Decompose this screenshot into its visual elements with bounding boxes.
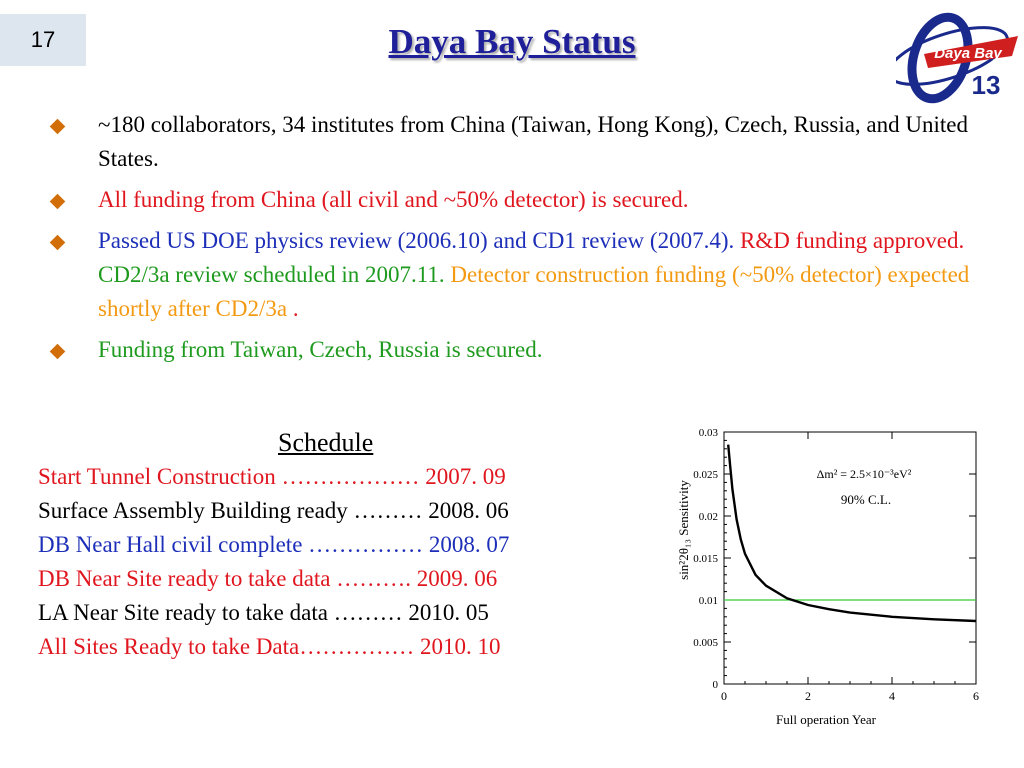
- y-tick-label: 0.03: [699, 427, 719, 439]
- logo-subscript: 13: [972, 70, 1001, 100]
- y-tick-label: 0: [713, 679, 719, 691]
- diamond-bullet-icon: [49, 193, 66, 210]
- slide-title: Daya Bay Status: [388, 22, 636, 61]
- daya-bay-logo: Daya Bay 13: [896, 12, 1018, 104]
- schedule-row: DB Near Hall civil complete …………… 2008. …: [38, 532, 510, 557]
- y-tick-label: 0.01: [699, 595, 718, 607]
- schedule-row: DB Near Site ready to take data ………. 200…: [38, 566, 498, 591]
- x-tick-label: 6: [973, 689, 979, 703]
- bullet-text: Detector construction funding (~50% dete…: [98, 262, 970, 321]
- schedule-row: All Sites Ready to take Data…………… 2010. …: [38, 634, 501, 659]
- bullet-item: All funding from China (all civil and ~5…: [46, 183, 986, 217]
- annotation-cl: 90% C.L.: [841, 492, 891, 507]
- bullet-text: R&D funding approved.: [739, 228, 965, 253]
- schedule-row: LA Near Site ready to take data ……… 2010…: [38, 600, 489, 625]
- diamond-bullet-icon: [49, 343, 66, 360]
- schedule: Schedule Start Tunnel Construction ………………: [38, 426, 638, 664]
- diamond-bullet-icon: [49, 234, 66, 251]
- schedule-row: Surface Assembly Building ready ……… 2008…: [38, 498, 509, 523]
- slide-number: 17: [0, 14, 86, 66]
- bullet-text: ~180 collaborators, 34 institutes from C…: [98, 112, 968, 171]
- y-tick-label: 0.005: [693, 637, 718, 649]
- diamond-bullet-icon: [49, 118, 66, 135]
- bullet-item: Passed US DOE physics review (2006.10) a…: [46, 224, 986, 326]
- x-tick-label: 0: [721, 689, 727, 703]
- bullet-item: ~180 collaborators, 34 institutes from C…: [46, 108, 986, 176]
- x-tick-label: 4: [889, 689, 895, 703]
- y-tick-label: 0.02: [699, 511, 718, 523]
- x-tick-label: 2: [805, 689, 811, 703]
- sensitivity-chart: 0 0.005 0.01 0.015 0.02 0.025 0.03 0 2 4 6 Full op…: [676, 427, 979, 727]
- bullet-text: Funding from Taiwan, Czech, Russia is se…: [98, 337, 543, 362]
- bullet-text: .: [287, 296, 299, 321]
- x-axis-label: Full operation Year: [776, 712, 877, 727]
- y-tick-label: 0.015: [693, 553, 718, 565]
- logo-text: Daya Bay: [934, 45, 1002, 62]
- y-tick-label: 0.025: [693, 469, 718, 481]
- y-axis-label: sin²2θ₁₃ Sensitivity: [676, 480, 691, 580]
- sensitivity-curve: [727, 444, 977, 623]
- schedule-title: Schedule: [278, 428, 374, 457]
- bullet-item: Funding from Taiwan, Czech, Russia is se…: [46, 333, 986, 367]
- bullet-text: Passed US DOE physics review (2006.10) a…: [98, 228, 740, 253]
- status-bullets: ~180 collaborators, 34 institutes from C…: [46, 108, 986, 374]
- bullet-text: CD2/3a review scheduled in 2007.11.: [98, 262, 451, 287]
- schedule-row: Start Tunnel Construction ……………… 2007. 0…: [38, 464, 506, 489]
- bullet-text: All funding from China (all civil and ~5…: [98, 187, 689, 212]
- annotation-dm2: Δm² = 2.5×10⁻³eV²: [817, 467, 912, 481]
